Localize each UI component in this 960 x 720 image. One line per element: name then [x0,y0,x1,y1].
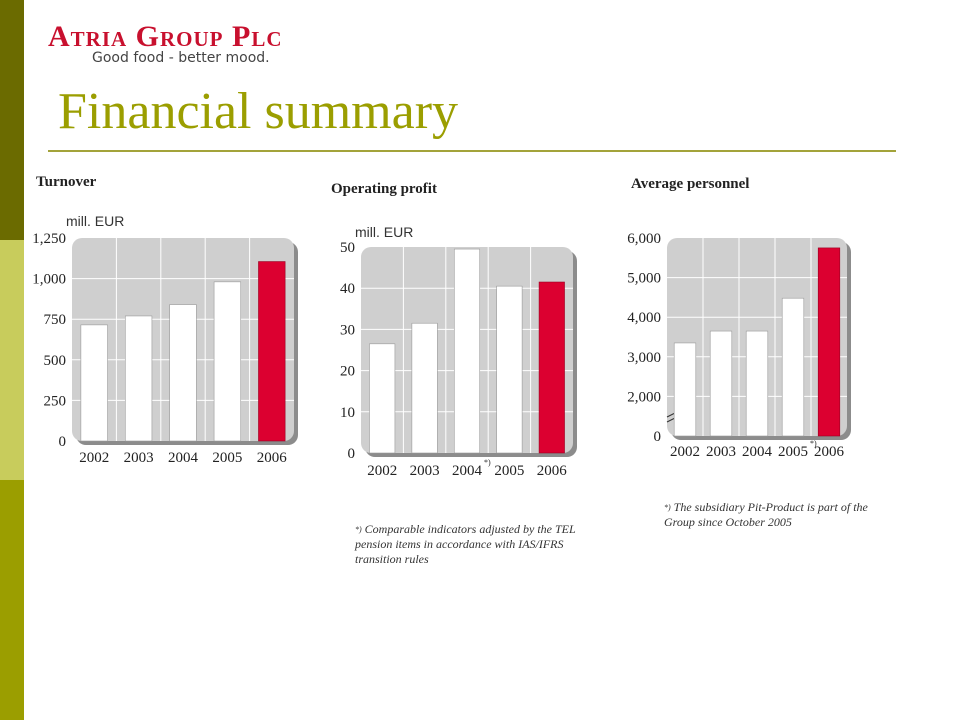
company-logo: Atria Group Plc Good food - better mood. [48,20,283,67]
bar-2002 [673,342,697,437]
y-tick-label: 20 [340,364,355,380]
y-tick-label-zero: 0 [654,429,662,445]
x-tick-label: 2003 [410,463,440,479]
y-tick-label: 0 [348,446,356,462]
bar-2003 [124,315,153,442]
x-tick-footnote-mark: *) [810,439,817,448]
chart-title: Operating profit [331,181,437,197]
logo-tagline: Good food - better mood. [92,50,270,66]
y-tick-label: 1,250 [32,231,66,247]
x-tick-label: 2006 [537,463,568,479]
x-tick-label: 2005 [212,450,242,466]
footnote-text: The subsidiary Pit-Product is part of th… [664,500,868,529]
y-tick-label: 6,000 [627,231,661,247]
x-tick-label: 2002 [79,450,109,466]
y-tick-label: 3,000 [627,350,661,366]
average-personnel-footnote: *) The subsidiary Pit-Product is part of… [664,500,870,530]
x-tick-label: 2002 [367,463,397,479]
sidebar-stripe [0,0,24,720]
x-tick-label: 2003 [124,450,154,466]
bar-2005 [496,285,523,454]
logo-name: Atria Group Plc [48,20,283,53]
chart-title: Turnover [36,174,97,190]
average-personnel-chart: Average personnel 2,000 3,000 4,000 5,000 6,0… [615,172,870,467]
x-tick-label: 2004 [452,463,483,479]
operating-profit-footnote: *) Comparable indicators adjusted by the… [355,522,613,567]
sidebar-block-top [0,0,24,240]
y-tick-label: 40 [340,281,355,297]
bar-2006 [538,281,565,454]
footnote-mark: *) [664,503,671,512]
bar-2002 [80,324,108,442]
bar-2003 [411,322,438,454]
y-axis-unit: mill. EUR [66,213,124,229]
title-divider [48,150,896,152]
x-tick-label: 2006 [814,444,845,460]
footnote-mark: *) [355,525,362,534]
y-tick-label: 750 [44,312,67,328]
bar-2002 [369,343,396,454]
bar-2005 [213,281,242,442]
y-tick-label: 50 [340,240,355,256]
y-tick-label: 250 [44,393,67,409]
sidebar-block-bottom [0,480,24,720]
y-tick-label: 2,000 [627,389,661,405]
operating-profit-chart: Operating profit mill. EUR 0 10 20 30 40 50 2002… [325,175,585,480]
bar-2004 [745,330,769,437]
x-tick-label: 2005 [778,444,808,460]
average-personnel-chart-svg: Average personnel 2,000 3,000 4,000 5,000 6,0… [627,176,851,460]
x-tick-label: 2002 [670,444,700,460]
page-title: Financial summary [58,83,459,140]
x-tick-footnote-mark: *) [484,458,491,467]
bar-2005 [781,297,805,437]
y-axis-unit: mill. EUR [355,224,413,240]
bar-2004 [169,304,197,442]
y-tick-label: 30 [340,322,355,338]
x-tick-label: 2004 [742,444,773,460]
y-tick-label: 10 [340,405,355,421]
bar-2006 [817,247,841,437]
x-tick-label: 2006 [257,450,288,466]
turnover-chart: Turnover mill. EUR 0 250 500 750 1,000 1,250 200… [30,168,300,468]
y-tick-label: 500 [44,353,67,369]
y-tick-label: 0 [59,434,67,450]
y-tick-label: 5,000 [627,271,661,287]
bar-2003 [709,330,733,437]
footnote-text: Comparable indicators adjusted by the TE… [355,522,576,566]
bar-2006 [258,261,286,442]
x-tick-label: 2004 [168,450,199,466]
y-tick-label: 4,000 [627,310,661,326]
chart-title: Average personnel [631,176,749,192]
operating-profit-chart-svg: Operating profit mill. EUR 0 10 20 30 40 50 2002… [331,181,577,479]
x-tick-label: 2005 [494,463,524,479]
turnover-chart-svg: Turnover mill. EUR 0 250 500 750 1,000 1,250 200… [32,174,298,466]
bar-2004 [453,248,481,454]
x-tick-label: 2003 [706,444,736,460]
y-tick-label: 1,000 [32,272,66,288]
sidebar-block-middle [0,240,24,480]
